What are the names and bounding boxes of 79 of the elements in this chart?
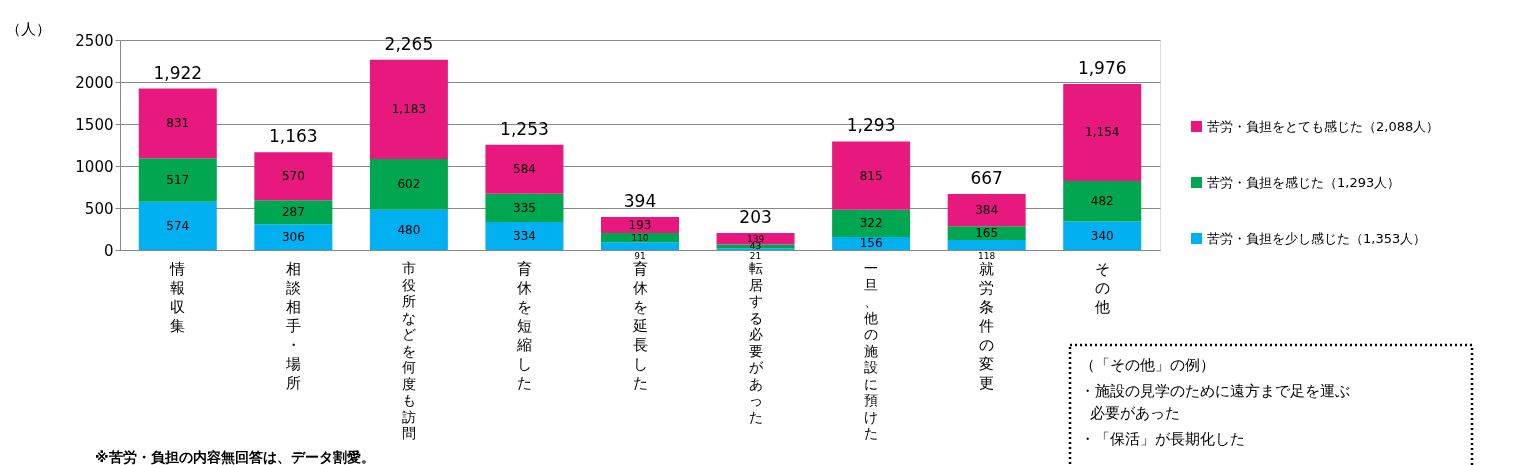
data-label: 602 xyxy=(397,177,421,192)
data-label: 482 xyxy=(1090,194,1114,209)
data-label: 139 xyxy=(746,233,765,244)
y-tick-label: 1000 xyxy=(75,157,114,176)
data-label: 118 xyxy=(978,251,996,261)
data-label: 110 xyxy=(631,232,649,243)
total-label: 1,253 xyxy=(500,118,549,139)
bar xyxy=(369,209,448,250)
text: ・「保活」が長期化した xyxy=(1080,430,1245,448)
bar xyxy=(485,221,564,250)
legend-label: 苦労・負担をとても感じた（2,088人） xyxy=(1207,118,1440,134)
bar xyxy=(254,224,333,250)
x-tick-label: 相談相手・場所 xyxy=(284,260,301,392)
data-label: 517 xyxy=(166,173,190,188)
data-label: 335 xyxy=(512,200,536,215)
bar xyxy=(369,159,448,210)
data-label: 1,183 xyxy=(391,102,427,117)
total-label: 203 xyxy=(739,206,772,227)
bar xyxy=(369,59,448,160)
data-label: 815 xyxy=(859,168,883,183)
bar xyxy=(254,200,333,225)
y-tick-label: 500 xyxy=(84,199,114,218)
y-tick-label: 2000 xyxy=(75,73,114,92)
text: （「その他」の例） xyxy=(1080,356,1215,374)
x-tick-label: 情報収集 xyxy=(169,260,186,335)
data-label: 193 xyxy=(628,218,652,233)
legend-label: 苦労・負担を感じた（1,293人） xyxy=(1207,174,1401,190)
total-label: 1,976 xyxy=(1077,58,1127,79)
category-label: 市役所などを何度も訪問 xyxy=(401,260,416,441)
data-label: 21 xyxy=(749,251,762,261)
total-label: 667 xyxy=(970,167,1003,188)
data-label: 165 xyxy=(975,226,999,241)
text: ・施設の見学のために遠方まで足を運ぶ必要があった xyxy=(1080,382,1350,422)
bar xyxy=(485,144,564,194)
y-tick-label: 2500 xyxy=(75,31,114,50)
bar xyxy=(947,226,1026,241)
total-label: 394 xyxy=(623,190,657,211)
data-label: 306 xyxy=(281,230,305,245)
total-label: 1,922 xyxy=(153,62,203,83)
bar xyxy=(1063,221,1142,250)
bar xyxy=(254,152,333,201)
text: ※苦労・負担の内容無回答は、データ割愛。 xyxy=(95,449,375,465)
bar xyxy=(138,88,217,159)
data-label: 1,154 xyxy=(1085,125,1120,140)
total-label: 1,293 xyxy=(846,115,896,136)
bar xyxy=(1063,84,1142,181)
data-label: 480 xyxy=(397,222,421,237)
x-tick-label: その他 xyxy=(1094,260,1110,316)
category-label: 転居する必要があった xyxy=(748,260,763,425)
total-label: 1,163 xyxy=(269,126,318,147)
bar xyxy=(138,158,217,202)
data-label: 322 xyxy=(859,216,883,231)
data-label: 584 xyxy=(512,162,536,177)
x-tick-label: 育休を延長した xyxy=(631,260,648,392)
x-tick-label: 就労条件の変更 xyxy=(979,260,995,392)
bar xyxy=(947,240,1026,250)
bar xyxy=(485,193,564,222)
total-label: 2,265 xyxy=(384,33,434,54)
data-label: 91 xyxy=(634,251,646,261)
bar xyxy=(832,141,911,210)
bar xyxy=(138,201,217,250)
data-label: 831 xyxy=(166,116,190,131)
bar xyxy=(601,242,679,250)
data-label: 340 xyxy=(1090,228,1114,243)
bar xyxy=(832,209,911,237)
data-label: 574 xyxy=(166,218,190,233)
data-label: 287 xyxy=(281,205,305,220)
y-axis-title: （人） xyxy=(5,19,51,38)
data-label: 384 xyxy=(975,203,999,218)
y-tick-label: 1500 xyxy=(75,115,114,134)
category-label: 一旦、他の施設に預けた xyxy=(864,260,879,441)
data-label: 334 xyxy=(512,228,536,243)
data-label: 570 xyxy=(281,169,305,184)
x-tick-label: 育休を短縮した xyxy=(515,260,532,392)
bar xyxy=(1063,180,1142,222)
legend-label: 苦労・負担を少し感じた（1,353人） xyxy=(1207,230,1427,246)
data-label: 156 xyxy=(859,236,883,251)
bar xyxy=(947,193,1026,227)
y-tick-label: 0 xyxy=(103,241,114,260)
